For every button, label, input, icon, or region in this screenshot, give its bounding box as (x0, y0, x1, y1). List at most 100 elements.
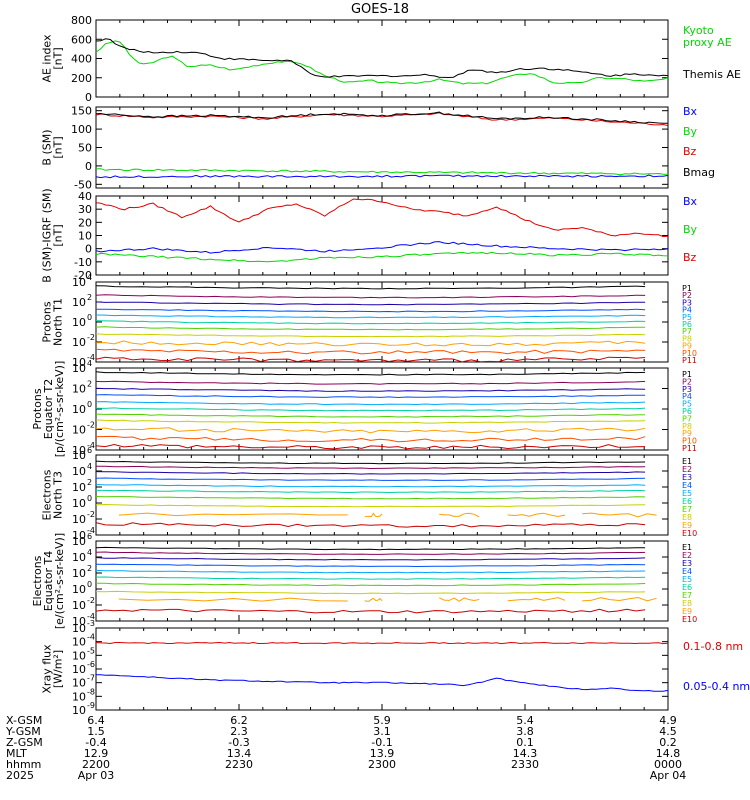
channel-line-p11 (95, 443, 646, 450)
y-tick-exponent: -6 (87, 660, 95, 669)
y-axis-label: [p/(cm²-s-sr-keV)] (53, 361, 66, 458)
channel-line-e5 (95, 484, 646, 488)
x-axis-value: 13.4 (227, 747, 252, 760)
series-line-bx (95, 174, 669, 179)
channel-legend-e7: E7 (682, 591, 692, 600)
y-axis-label: [e/(cm²-s-sr-keV)] (53, 533, 66, 629)
channel-line-p1 (95, 285, 646, 290)
channel-line-e10 (95, 522, 646, 528)
x-axis-row-label: Z-GSM (6, 736, 43, 749)
legend-entry: Bx (683, 105, 698, 118)
channel-legend-e1: E1 (682, 543, 692, 552)
y-tick-label: 10 (72, 583, 86, 596)
x-axis-row-label: MLT (6, 747, 27, 760)
y-tick-exponent: -4 (87, 633, 95, 642)
x-axis-value: -0.1 (371, 736, 392, 749)
channel-line-e5 (95, 569, 646, 574)
channel-line-p4 (95, 394, 646, 399)
channel-legend-e6: E6 (682, 497, 692, 506)
channel-line-p5 (95, 314, 646, 319)
y-tick-label: 10 (72, 636, 86, 649)
channel-line-e3 (95, 557, 646, 561)
x-axis-value: 14.3 (513, 747, 538, 760)
channel-line-e6 (95, 576, 646, 580)
channel-legend-p10: P10 (682, 349, 697, 358)
y-tick-label: 10 (72, 316, 86, 329)
x-axis-value: 5.4 (516, 714, 534, 727)
channel-line-p7 (95, 413, 646, 418)
y-tick-label: 10 (72, 677, 86, 690)
x-axis-row-label: 2025 (6, 769, 34, 782)
channel-line-p2 (95, 380, 646, 385)
x-axis-value: Apr 03 (78, 769, 115, 782)
channel-legend-p4: P4 (682, 306, 692, 315)
y-tick-label: 10 (72, 551, 86, 564)
y-tick-exponent: -2 (87, 421, 95, 430)
channel-line-e4 (95, 563, 646, 568)
channel-line-e9-seg (118, 597, 348, 602)
series-line-bx (95, 241, 669, 254)
y-tick-label: -10 (74, 256, 92, 269)
y-axis-label: [nT] (52, 224, 65, 246)
channel-line-e8 (95, 590, 646, 595)
legend-entry: Bz (683, 145, 697, 158)
legend-entry: Kyoto (683, 24, 714, 37)
y-tick-label: 50 (78, 142, 92, 155)
y-tick-label: 800 (71, 14, 92, 27)
y-axis-label: North T3 (52, 471, 65, 519)
y-tick-label: 10 (72, 362, 86, 375)
y-tick-exponent: 4 (87, 273, 92, 282)
x-axis-value: 5.9 (373, 714, 391, 727)
y-tick-exponent: 2 (87, 380, 92, 389)
panel-frame (95, 19, 669, 98)
y-tick-label: 10 (72, 567, 86, 580)
y-axis-label: Electrons (41, 469, 54, 520)
y-tick-label: 10 (72, 622, 86, 635)
y-tick-label: 10 (78, 230, 92, 243)
x-axis-value: -0.4 (85, 736, 106, 749)
y-tick-exponent: 2 (87, 564, 92, 573)
y-tick-label: 10 (72, 449, 86, 462)
y-tick-label: 10 (72, 296, 86, 309)
channel-legend-p2: P2 (682, 377, 692, 386)
panel-xray: Xray flux[W/m²]10 -910 -810 -710 -610 -510 -41… (41, 619, 750, 717)
x-axis-value: 2330 (511, 758, 539, 771)
x-axis-value: 13.9 (370, 747, 395, 760)
y-axis-label: Protons (31, 388, 44, 429)
y-tick-label: 10 (72, 704, 86, 717)
x-axis-value: -0.3 (228, 736, 249, 749)
y-axis-label: Protons (41, 301, 54, 342)
y-tick-exponent: -8 (87, 687, 95, 696)
y-tick-label: 10 (72, 465, 86, 478)
legend-entry: 0.05-0.4 nm (683, 680, 750, 693)
channel-legend-e8: E8 (682, 513, 692, 522)
series-line-0-1-0-8-nm (95, 641, 669, 645)
y-tick-exponent: 6 (87, 446, 92, 455)
channel-line-p10 (95, 348, 646, 355)
x-axis-value: Apr 04 (650, 769, 687, 782)
y-tick-label: 10 (72, 529, 86, 542)
channel-line-e8 (95, 503, 646, 508)
y-tick-exponent: -2 (87, 510, 95, 519)
panel-bsm: B (SM)[nT] -50 0 50 100 150 Bx By Bz Bmag (41, 105, 716, 192)
y-tick-label: 0 (85, 243, 92, 256)
channel-legend-p8: P8 (682, 422, 692, 431)
y-tick-label: 10 (72, 513, 86, 526)
x-axis-value: 0.2 (659, 736, 677, 749)
x-axis-value: 1.5 (87, 725, 105, 738)
channel-line-e7 (95, 496, 646, 500)
y-axis-label: Equator T4 (42, 551, 55, 611)
x-axis-row-label: X-GSM (6, 714, 42, 727)
channel-legend-p1: P1 (682, 370, 692, 379)
channel-legend-e1: E1 (682, 457, 692, 466)
y-axis-label: Electrons (31, 555, 44, 606)
channel-legend-p5: P5 (682, 400, 692, 409)
x-axis-value: 2200 (82, 758, 110, 771)
y-tick-label: 20 (78, 216, 92, 229)
channel-legend-p6: P6 (682, 407, 692, 416)
x-axis-row-label: Y-GSM (5, 725, 41, 738)
